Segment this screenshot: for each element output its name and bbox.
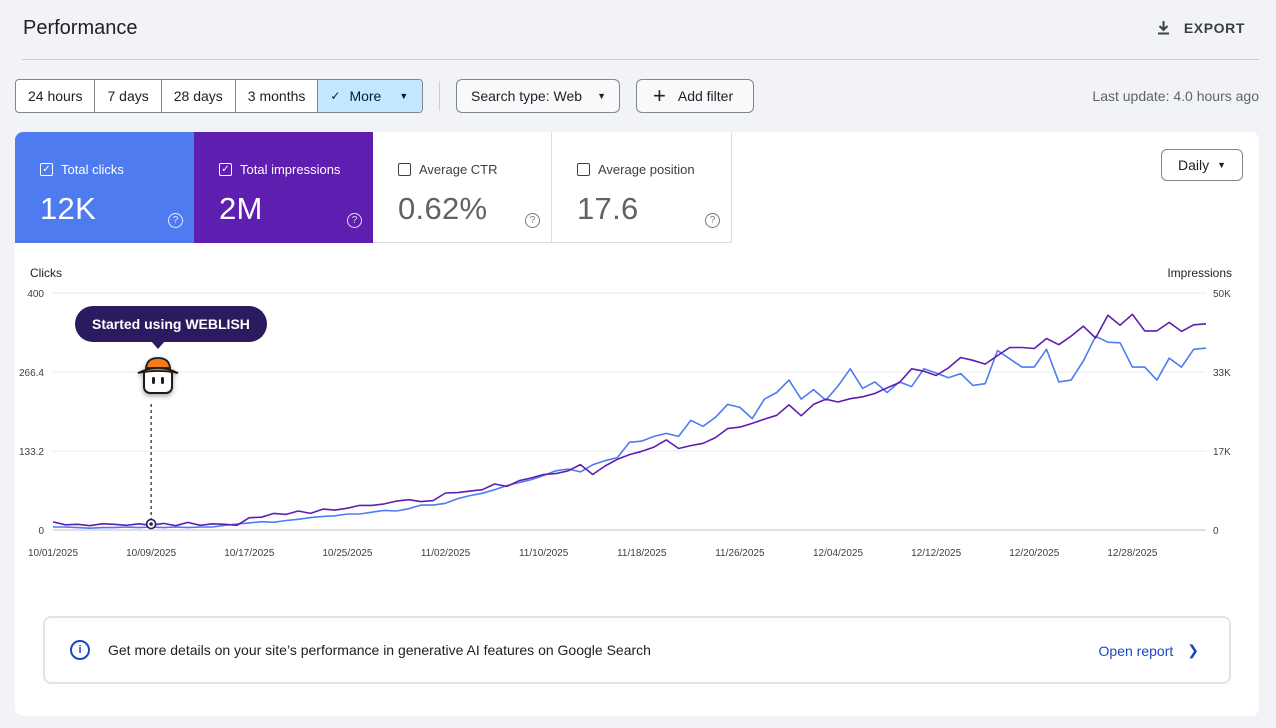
annotation-tooltip: Started using WEBLISH (75, 306, 267, 349)
performance-chart: 0 0 133.2 17K 266.4 33K 400 50K Clicks Impression… (19, 266, 1232, 559)
plus-icon: + (653, 83, 666, 108)
add-filter-button[interactable]: + Add filter (636, 79, 754, 113)
x-tick-label: 12/28/2025 (1107, 548, 1157, 559)
export-label: EXPORT (1183, 20, 1245, 36)
help-icon[interactable]: ? (525, 213, 540, 228)
export-button[interactable]: EXPORT (1157, 20, 1245, 36)
last-update-text: Last update: 4.0 hours ago (1092, 88, 1259, 104)
checkbox-unchecked-icon[interactable] (398, 163, 411, 176)
toolbar-divider (439, 81, 440, 111)
page-header: Performance EXPORT (22, 0, 1259, 60)
search-type-label: Search type: Web (471, 88, 583, 104)
help-icon[interactable]: ? (347, 213, 362, 228)
checkbox-checked-icon[interactable]: ✓ (219, 163, 232, 176)
search-type-dropdown[interactable]: Search type: Web ▼ (456, 79, 620, 113)
weblish-mascot-icon (135, 354, 181, 402)
caret-down-icon: ▼ (1217, 160, 1226, 170)
page-title: Performance (23, 17, 138, 39)
performance-card: ✓ Total clicks 12K ? ✓ Total impressions 2… (15, 132, 1259, 716)
y-tick-right: 0 (1213, 526, 1219, 537)
metric-value: 0.62% (398, 191, 488, 226)
range-7-days[interactable]: 7 days (95, 80, 162, 112)
open-report-link[interactable]: Open report ❯ (1099, 642, 1199, 659)
x-tick-label: 11/02/2025 (421, 548, 471, 559)
check-icon: ✓ (330, 89, 341, 103)
help-icon[interactable]: ? (168, 213, 183, 228)
metric-total-impressions[interactable]: ✓ Total impressions 2M ? (194, 132, 373, 243)
series-line-impressions (52, 313, 1207, 527)
x-tick-label: 12/04/2025 (813, 548, 863, 559)
metric-label: Total clicks (61, 162, 124, 177)
x-tick-label: 10/25/2025 (322, 548, 372, 559)
series-line-clicks (53, 335, 1207, 530)
y-tick-left: 266.4 (19, 368, 44, 379)
metric-label: Total impressions (240, 162, 341, 177)
x-tick-label: 12/12/2025 (911, 548, 961, 559)
banner-message: Get more details on your site’s performa… (108, 642, 651, 658)
y-tick-right: 33K (1213, 368, 1231, 379)
range-more-dropdown[interactable]: ✓ More ▼ (318, 80, 423, 112)
info-icon: i (70, 640, 90, 660)
chevron-right-icon: ❯ (1187, 642, 1199, 658)
metric-average-ctr[interactable]: Average CTR 0.62% ? (373, 132, 552, 243)
download-icon (1157, 21, 1169, 35)
caret-down-icon: ▼ (399, 91, 409, 101)
metric-value: 2M (219, 191, 263, 226)
y-axis-label-right: Impressions (1167, 266, 1232, 280)
caret-down-icon: ▼ (597, 91, 606, 101)
y-tick-right: 17K (1213, 447, 1231, 458)
range-28-days[interactable]: 28 days (162, 80, 236, 112)
range-24-hours[interactable]: 24 hours (16, 80, 96, 112)
open-report-label: Open report (1098, 642, 1174, 659)
y-tick-right: 50K (1213, 289, 1231, 300)
x-tick-label: 11/18/2025 (617, 548, 667, 559)
x-tick-label: 10/01/2025 (28, 548, 78, 559)
metric-label: Average position (598, 162, 695, 177)
metric-label: Average CTR (419, 162, 498, 177)
x-tick-label: 12/20/2025 (1009, 548, 1059, 559)
x-tick-label: 10/17/2025 (224, 548, 274, 559)
ai-features-banner: i Get more details on your site’s perfor… (43, 616, 1231, 684)
granularity-dropdown[interactable]: Daily ▼ (1161, 149, 1243, 181)
checkbox-checked-icon[interactable]: ✓ (40, 163, 53, 176)
x-tick-label: 11/26/2025 (715, 548, 765, 559)
y-tick-left: 0 (38, 526, 44, 537)
y-axis-label-left: Clicks (30, 266, 62, 280)
y-tick-left: 400 (27, 289, 44, 300)
range-more-label: More (349, 88, 382, 104)
metric-average-position[interactable]: Average position 17.6 ? (552, 132, 732, 243)
x-tick-label: 10/09/2025 (126, 548, 176, 559)
y-tick-left: 133.2 (19, 447, 44, 458)
date-range-selector: 24 hours 7 days 28 days 3 months ✓ More … (15, 79, 424, 113)
x-tick-label: 11/10/2025 (519, 548, 569, 559)
metric-value: 17.6 (577, 191, 639, 226)
metric-total-clicks[interactable]: ✓ Total clicks 12K ? (15, 132, 194, 243)
help-icon[interactable]: ? (705, 213, 720, 228)
metric-value: 12K (40, 191, 97, 226)
range-3-months[interactable]: 3 months (236, 80, 319, 112)
granularity-label: Daily (1178, 157, 1210, 173)
checkbox-unchecked-icon[interactable] (577, 163, 590, 176)
annotation-marker-dot (149, 522, 153, 526)
add-filter-label: Add filter (677, 88, 734, 104)
